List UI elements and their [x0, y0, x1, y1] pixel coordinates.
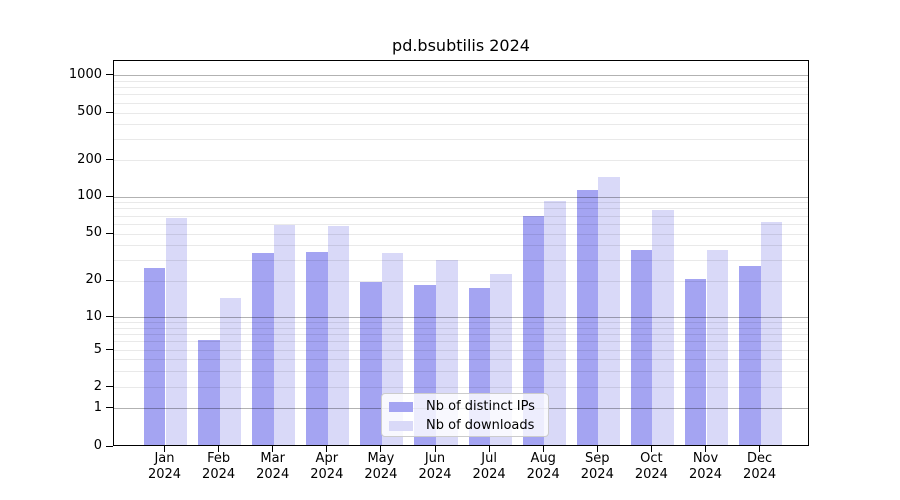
y-tick-label: 2 — [93, 378, 102, 394]
x-tick-label: Feb 2024 — [202, 451, 236, 482]
legend-entry-distinct-ips: Nb of distinct IPs — [382, 397, 548, 416]
legend-swatch-downloads — [389, 420, 413, 431]
legend-entry-downloads: Nb of downloads — [382, 416, 548, 435]
chart-title: pd.bsubtilis 2024 — [392, 36, 530, 55]
y-tick-label: 200 — [77, 151, 102, 167]
x-tick-mark — [488, 446, 490, 452]
bar-downloads-aug — [544, 200, 566, 445]
legend-swatch-distinct-ips — [389, 401, 413, 412]
bar-downloads-jan — [165, 218, 188, 445]
y-tick-mark — [106, 279, 113, 281]
y-tick-label: 1000 — [68, 66, 102, 82]
x-tick-label: Oct 2024 — [634, 451, 668, 482]
y-tick-label: 5 — [93, 341, 102, 357]
y-tick-label: 500 — [77, 104, 102, 119]
x-tick-mark — [542, 446, 544, 452]
y-tick-mark — [106, 195, 113, 197]
x-tick-label: Nov 2024 — [688, 451, 723, 482]
y-tick-mark — [106, 445, 113, 447]
y-tick-mark — [106, 349, 113, 350]
x-tick-label: Sep 2024 — [580, 451, 614, 482]
x-tick-label: Jun 2024 — [418, 451, 452, 482]
x-tick-label: Mar 2024 — [256, 451, 290, 482]
bar-downloads-apr — [327, 225, 350, 445]
legend: Nb of distinct IPs Nb of downloads — [381, 393, 549, 437]
bar-distinct-ips-jan — [143, 267, 166, 445]
x-tick-mark — [218, 446, 220, 452]
legend-label-downloads: Nb of downloads — [426, 417, 535, 433]
bar-downloads-oct — [652, 210, 674, 445]
bar-distinct-ips-oct — [630, 250, 653, 445]
bar-distinct-ips-sep — [576, 189, 599, 445]
bar-distinct-ips-may — [360, 281, 382, 445]
bar-downloads-dec — [760, 222, 783, 445]
x-tick-mark — [759, 446, 761, 452]
legend-label-distinct-ips: Nb of distinct IPs — [426, 398, 535, 414]
x-tick-mark — [326, 446, 328, 452]
y-tick-mark — [106, 111, 113, 113]
bars-layer — [114, 61, 808, 445]
y-tick-mark — [106, 159, 113, 160]
y-tick-label: 0 — [93, 438, 102, 453]
x-tick-mark — [272, 446, 274, 452]
x-tick-label: May 2024 — [364, 451, 398, 482]
y-tick-label: 20 — [85, 272, 102, 287]
x-tick-label: Dec 2024 — [743, 451, 777, 482]
bar-distinct-ips-nov — [684, 279, 707, 445]
y-tick-mark — [106, 386, 113, 387]
x-tick-mark — [434, 446, 436, 452]
y-tick-label: 1 — [93, 399, 102, 415]
y-tick-label: 100 — [77, 188, 102, 203]
y-tick-mark — [106, 74, 113, 75]
x-tick-label: Jul 2024 — [472, 451, 506, 482]
x-tick-label: Aug 2024 — [526, 451, 560, 482]
x-tick-mark — [164, 446, 165, 452]
x-tick-mark — [650, 446, 652, 452]
bar-distinct-ips-feb — [198, 339, 220, 445]
bar-distinct-ips-apr — [306, 251, 328, 445]
bar-downloads-mar — [273, 225, 296, 445]
y-tick-label: 10 — [85, 308, 102, 324]
y-tick-mark — [106, 316, 113, 317]
x-tick-mark — [705, 446, 706, 452]
x-tick-mark — [380, 446, 382, 452]
x-tick-label: Apr 2024 — [310, 451, 344, 482]
x-tick-mark — [596, 446, 598, 452]
y-tick-label: 50 — [85, 225, 102, 240]
bar-downloads-sep — [598, 177, 620, 445]
bar-downloads-feb — [219, 297, 242, 445]
y-tick-mark — [106, 407, 113, 408]
bar-downloads-nov — [706, 250, 729, 445]
bar-distinct-ips-mar — [252, 253, 274, 445]
x-tick-label: Jan 2024 — [147, 451, 182, 482]
bar-distinct-ips-aug — [522, 216, 545, 445]
plot-area: Nb of distinct IPs Nb of downloads — [113, 60, 809, 446]
y-tick-mark — [106, 232, 113, 234]
bar-distinct-ips-dec — [739, 265, 761, 445]
